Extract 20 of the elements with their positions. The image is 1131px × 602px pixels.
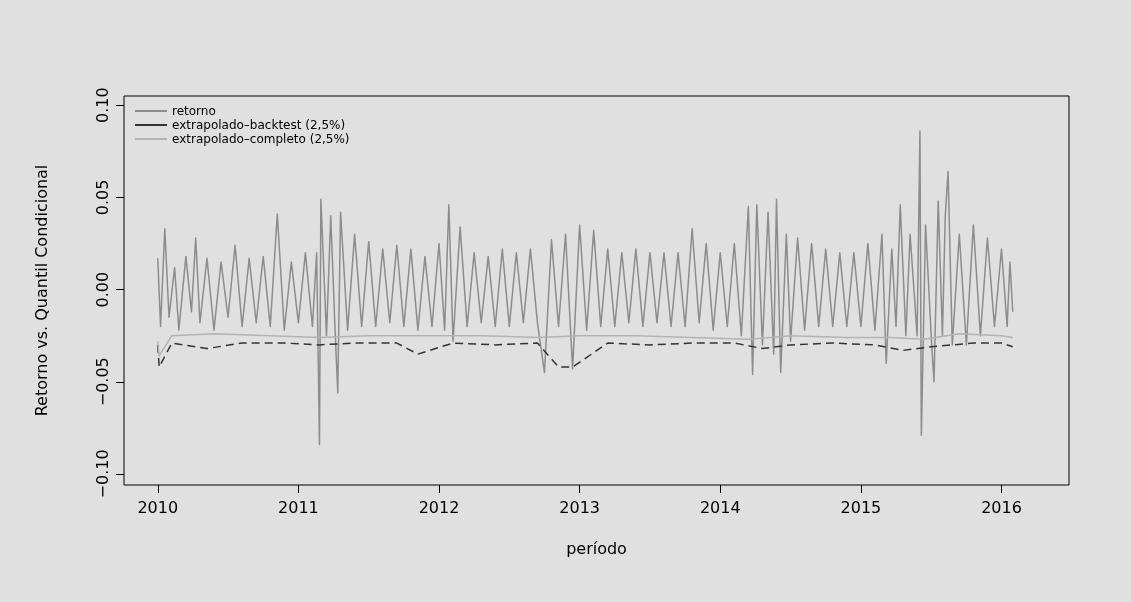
y-tick-label: 0.05 [92,179,112,216]
x-tick-label: 2013 [559,497,600,517]
line-series [157,130,1014,446]
line-series [157,333,1014,357]
legend-label: retorno [172,104,216,118]
y-tick-label: 0.10 [92,87,112,124]
y-tick-label: −0.10 [92,449,112,499]
x-tick-label: 2010 [137,497,179,517]
x-tick-label: 2014 [699,497,741,517]
line-series [157,342,1014,368]
x-axis-title: período [566,538,627,558]
y-tick-label: 0.00 [92,271,112,308]
y-axis-title: Retorno vs. Quantil Condicional [31,164,51,417]
legend-label: extrapolado–backtest (2,5%) [172,118,346,132]
x-tick-label: 2015 [840,497,882,517]
y-tick-label: −0.05 [92,357,112,407]
x-tick-label: 2011 [278,497,319,517]
legend-label: extrapolado–completo (2,5%) [172,132,350,146]
x-tick-label: 2012 [418,497,460,517]
x-tick-label: 2016 [981,497,1022,517]
